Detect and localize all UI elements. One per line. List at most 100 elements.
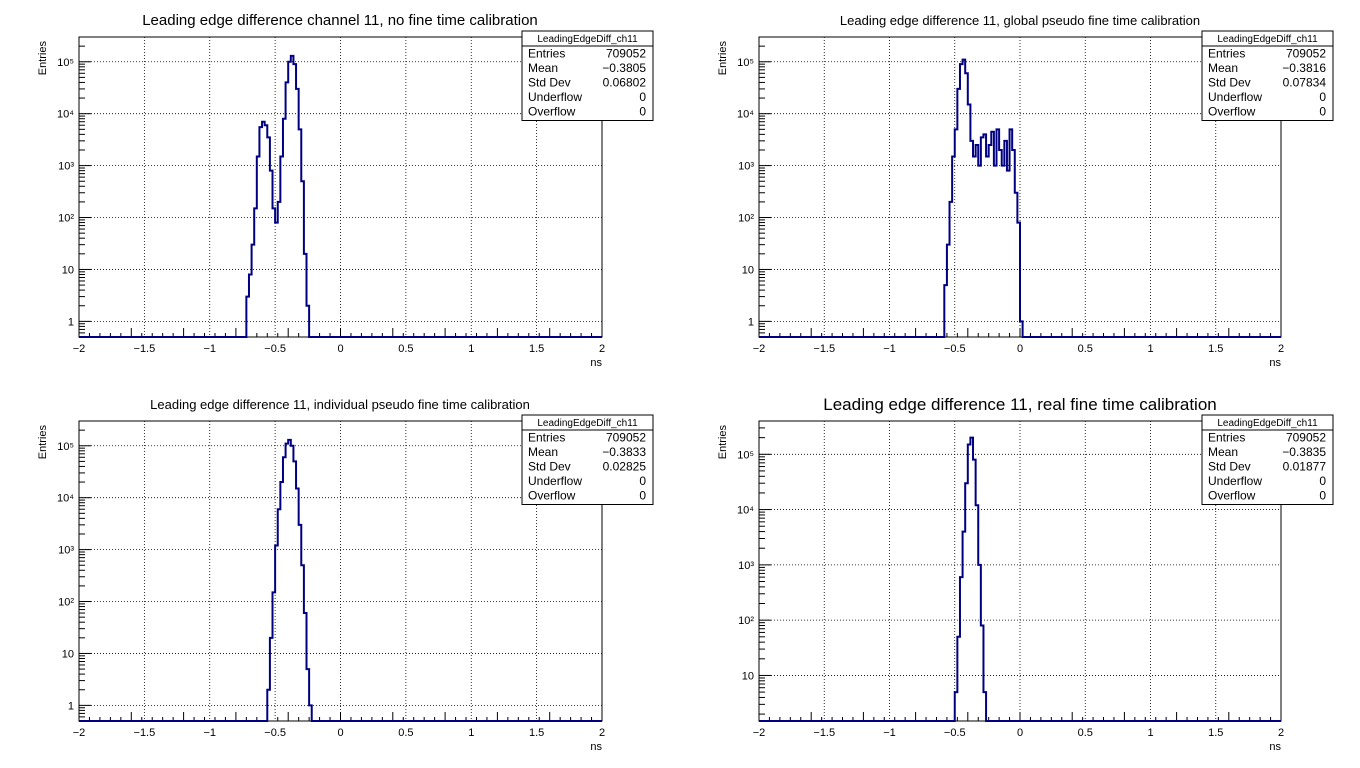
stats-label: Overflow bbox=[528, 105, 576, 119]
stats-box-name: LeadingEdgeDiff_ch11 bbox=[1217, 418, 1318, 429]
stats-value: 709052 bbox=[1286, 431, 1326, 445]
y-tick-label: 1 bbox=[68, 700, 74, 712]
stats-value: 0 bbox=[1319, 489, 1326, 503]
stats-label: Entries bbox=[1208, 47, 1245, 61]
stats-box-name: LeadingEdgeDiff_ch11 bbox=[537, 418, 638, 429]
stats-value: −0.3805 bbox=[602, 61, 646, 75]
y-tick-label: 10⁴ bbox=[57, 109, 74, 121]
x-tick-label: 1.5 bbox=[1208, 727, 1223, 739]
x-tick-label: −1.5 bbox=[134, 343, 156, 355]
stats-value: −0.3835 bbox=[1282, 445, 1326, 459]
y-tick-label: 10² bbox=[58, 597, 74, 609]
x-tick-label: −0.5 bbox=[264, 343, 286, 355]
stats-label: Overflow bbox=[1208, 105, 1256, 119]
x-axis-label: ns bbox=[590, 357, 602, 369]
stats-box-name: LeadingEdgeDiff_ch11 bbox=[1217, 34, 1318, 45]
x-tick-label: 2 bbox=[1278, 343, 1284, 355]
x-tick-label: −0.5 bbox=[264, 727, 286, 739]
stats-value: 0 bbox=[639, 474, 646, 488]
stats-box: LeadingEdgeDiff_ch11 Entries 709052 Mean −0.… bbox=[1201, 30, 1334, 121]
y-tick-label: 1 bbox=[68, 316, 74, 328]
y-tick-label: 10⁵ bbox=[737, 57, 754, 69]
stats-label: Mean bbox=[528, 445, 558, 459]
plot-title: Leading edge difference 11, global pseud… bbox=[840, 13, 1200, 28]
x-tick-label: −1.5 bbox=[134, 727, 156, 739]
y-axis-label: Entries bbox=[717, 425, 729, 460]
stats-value: 709052 bbox=[606, 431, 646, 445]
x-tick-label: 1.5 bbox=[529, 343, 544, 355]
x-tick-label: 1.5 bbox=[1208, 343, 1223, 355]
x-tick-label: 1.5 bbox=[529, 727, 544, 739]
stats-label: Mean bbox=[528, 61, 558, 75]
y-tick-label: 10³ bbox=[58, 545, 74, 557]
y-axis-label: Entries bbox=[717, 41, 729, 76]
y-axis-label: Entries bbox=[37, 41, 49, 76]
y-tick-label: 10⁵ bbox=[57, 57, 74, 69]
stats-label: Underflow bbox=[528, 90, 582, 104]
y-tick-label: 10³ bbox=[738, 560, 754, 572]
y-tick-label: 10⁴ bbox=[57, 493, 74, 505]
stats-value: 0.02825 bbox=[603, 460, 647, 474]
histogram-series bbox=[759, 58, 1281, 338]
y-tick-label: 1 bbox=[748, 316, 754, 328]
y-tick-label: 10⁵ bbox=[737, 449, 754, 461]
x-tick-label: 0 bbox=[1017, 343, 1023, 355]
stats-value: 0 bbox=[639, 105, 646, 119]
x-tick-label: −1 bbox=[883, 343, 896, 355]
x-tick-label: 2 bbox=[599, 343, 605, 355]
x-tick-label: −1 bbox=[203, 343, 216, 355]
stats-label: Overflow bbox=[1208, 489, 1256, 503]
x-tick-label: 0 bbox=[1017, 727, 1023, 739]
stats-value: 0 bbox=[1319, 90, 1326, 104]
stats-box-name: LeadingEdgeDiff_ch11 bbox=[537, 34, 638, 45]
y-tick-label: 10 bbox=[742, 670, 754, 682]
stats-label: Entries bbox=[528, 431, 565, 445]
stats-value: 709052 bbox=[1286, 47, 1326, 61]
x-tick-label: 1 bbox=[468, 727, 474, 739]
stats-box: LeadingEdgeDiff_ch11 Entries 709052 Mean −0.… bbox=[521, 30, 654, 121]
x-tick-label: 1 bbox=[1147, 343, 1153, 355]
y-tick-label: 10² bbox=[738, 213, 754, 225]
y-tick-label: 10³ bbox=[58, 161, 74, 173]
x-tick-label: 0.5 bbox=[398, 727, 413, 739]
histogram-series bbox=[79, 438, 602, 722]
x-tick-label: 0 bbox=[337, 343, 343, 355]
x-axis-label: ns bbox=[590, 741, 602, 753]
x-tick-label: 1 bbox=[1147, 727, 1153, 739]
y-tick-label: 10⁴ bbox=[737, 505, 754, 517]
stats-value: −0.3816 bbox=[1282, 61, 1326, 75]
stats-value: 0 bbox=[639, 489, 646, 503]
histogram-panel-2: Leading edge difference 11, global pseud… bbox=[717, 13, 1334, 369]
plot-title: Leading edge difference channel 11, no f… bbox=[142, 12, 538, 29]
y-tick-label: 10² bbox=[738, 615, 754, 627]
y-tick-label: 10 bbox=[62, 648, 74, 660]
stats-label: Std Dev bbox=[1208, 460, 1251, 474]
x-tick-label: −0.5 bbox=[944, 727, 966, 739]
stats-value: 0.06802 bbox=[603, 76, 647, 90]
stats-label: Entries bbox=[528, 47, 565, 61]
x-tick-label: −2 bbox=[73, 343, 86, 355]
stats-label: Underflow bbox=[528, 474, 582, 488]
stats-box: LeadingEdgeDiff_ch11 Entries 709052 Mean −0.… bbox=[1201, 414, 1334, 505]
histogram-panel-4: Leading edge difference 11, real fine ti… bbox=[717, 395, 1334, 753]
stats-label: Std Dev bbox=[1208, 76, 1251, 90]
x-tick-label: 0 bbox=[337, 727, 343, 739]
histogram-series bbox=[79, 54, 602, 338]
x-tick-label: 2 bbox=[1278, 727, 1284, 739]
stats-label: Mean bbox=[1208, 61, 1238, 75]
x-tick-label: −1.5 bbox=[813, 727, 835, 739]
stats-label: Entries bbox=[1208, 431, 1245, 445]
stats-value: 709052 bbox=[606, 47, 646, 61]
x-tick-label: −1 bbox=[203, 727, 216, 739]
stats-label: Mean bbox=[1208, 445, 1238, 459]
stats-value: 0 bbox=[1319, 474, 1326, 488]
x-tick-label: −1.5 bbox=[813, 343, 835, 355]
stats-label: Overflow bbox=[528, 489, 576, 503]
x-tick-label: −2 bbox=[753, 343, 766, 355]
x-tick-label: 0.5 bbox=[398, 343, 413, 355]
x-tick-label: 0.5 bbox=[1078, 343, 1093, 355]
x-axis-label: ns bbox=[1269, 357, 1281, 369]
histogram-panel-1: Leading edge difference channel 11, no f… bbox=[37, 12, 654, 369]
stats-value: 0 bbox=[1319, 105, 1326, 119]
